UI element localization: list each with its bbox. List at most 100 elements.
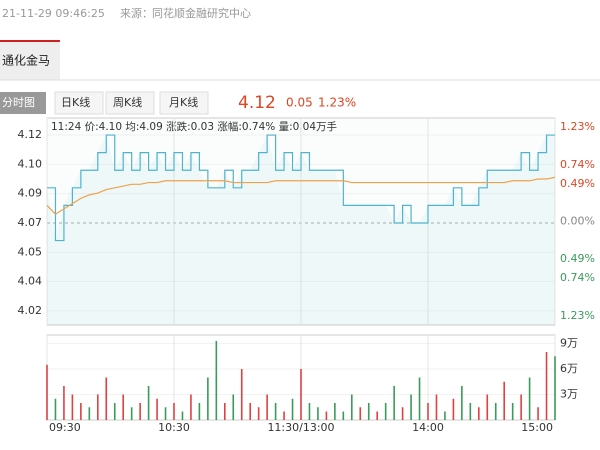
x-tick-label: 11:30/13:00: [267, 421, 334, 434]
volume-bar: [393, 386, 395, 420]
quote-price: 4.12: [238, 93, 276, 113]
x-tick-label: 14:00: [412, 421, 444, 434]
volume-bar: [469, 403, 472, 420]
volume-bar: [224, 403, 226, 420]
volume-bar: [240, 369, 243, 420]
volume-bar: [164, 407, 167, 420]
volume-bar: [266, 394, 268, 420]
volume-bar: [139, 403, 141, 420]
tab[interactable]: 日K线: [61, 95, 90, 109]
volume-bar: [418, 377, 421, 420]
volume-bar: [528, 377, 531, 420]
y2-tick-label: 0.74%: [560, 158, 595, 171]
volume-bar: [435, 394, 438, 420]
volume-bar: [113, 403, 116, 420]
stock-tab-bg[interactable]: [0, 40, 60, 80]
y-tick-label: 4.02: [18, 304, 43, 317]
x-tick-label: 15:00: [521, 421, 553, 434]
volume-bar: [494, 403, 497, 420]
volume-bar: [173, 403, 175, 420]
volume-bar: [325, 411, 328, 420]
volume-bar: [486, 394, 489, 420]
y-tick-label: 4.10: [18, 157, 43, 170]
volume-bar: [359, 407, 362, 420]
y2-tick-label: 1.23%: [560, 309, 595, 322]
y2-tick-label: 0.49%: [560, 252, 595, 265]
source: 同花顺金融研究中心: [152, 6, 251, 20]
volume-bar: [130, 407, 133, 420]
volume-bar: [520, 394, 522, 420]
volume-bar: [545, 352, 548, 420]
volume-bar: [46, 364, 48, 420]
source-label: 来源：: [120, 6, 153, 20]
tab[interactable]: 月K线: [169, 95, 198, 109]
volume-bar: [537, 407, 539, 420]
volume-bar: [63, 386, 65, 420]
volume-bar: [291, 398, 294, 420]
volume-bar: [461, 386, 463, 420]
volume-bar: [427, 403, 429, 420]
quote-change: 0.05: [286, 96, 313, 110]
average-line: [46, 176, 556, 215]
price-line: [47, 134, 555, 242]
volume-bar: [478, 407, 480, 420]
tab-bg[interactable]: [54, 91, 104, 115]
stock-tab[interactable]: 通化金马: [2, 53, 50, 68]
volume-bar: [249, 403, 251, 420]
volume-bar: [198, 403, 201, 420]
volume-bar: [410, 394, 412, 420]
volume-bar: [207, 377, 209, 420]
volume-bar: [351, 394, 353, 420]
volume-bar: [342, 411, 345, 420]
volume-bar: [122, 394, 124, 420]
volume-bar: [232, 394, 235, 420]
volume-bar: [181, 411, 184, 420]
volume-bar: [274, 403, 277, 420]
y-tick-label: 4.12: [18, 128, 43, 141]
x-tick-label: 10:30: [158, 421, 190, 434]
volume-bar: [215, 340, 218, 420]
volume-bar: [554, 356, 556, 420]
volume-bar: [156, 398, 158, 420]
volume-bar: [511, 403, 514, 420]
volume-bar: [503, 381, 505, 420]
volume-bar: [105, 377, 108, 420]
tab-bg[interactable]: [159, 91, 209, 115]
y2-tick-label: 1.23%: [560, 120, 595, 133]
tab-bg[interactable]: [105, 91, 155, 115]
volume-bar: [97, 394, 99, 420]
volume-bar: [384, 403, 387, 420]
volume-bar: [190, 394, 192, 420]
tab-bg-active[interactable]: [0, 92, 46, 114]
volume-bar: [401, 407, 404, 420]
tab[interactable]: 分时图: [2, 96, 35, 109]
tab[interactable]: 周K线: [113, 95, 142, 109]
volume-bar: [300, 369, 302, 420]
y-tick-label: 4.07: [18, 216, 43, 229]
volume-bar: [88, 407, 91, 420]
y-tick-label: 4.04: [18, 275, 43, 288]
volume-bar: [452, 398, 455, 420]
volume-bar: [367, 403, 370, 420]
x-tick-label: 09:30: [49, 421, 81, 434]
quote-change-pct: 1.23%: [318, 96, 356, 110]
volume-bar: [334, 403, 336, 420]
volume-bar: [283, 411, 285, 420]
volume-bar: [376, 411, 378, 420]
volume-bar: [80, 403, 82, 420]
datetime: 21-11-29 09:46:25: [2, 7, 105, 20]
info-line: 11:24 价:4.10 均:4.09 涨跌:0.03 涨幅:0.74% 量:0…: [51, 120, 337, 133]
y2-tick-label: 0.74%: [560, 271, 595, 284]
volume-bar: [444, 411, 446, 420]
volume-bar: [308, 403, 311, 420]
y2-tick-label: 0.00%: [560, 215, 595, 228]
volume-bar: [317, 407, 319, 420]
y-tick-label: 9万: [560, 337, 578, 350]
stock-tab-accent: [0, 40, 60, 42]
volume-bar: [54, 398, 57, 420]
volume-bar: [71, 394, 74, 420]
price-area: [47, 135, 555, 325]
y-tick-label: 4.09: [18, 187, 43, 200]
